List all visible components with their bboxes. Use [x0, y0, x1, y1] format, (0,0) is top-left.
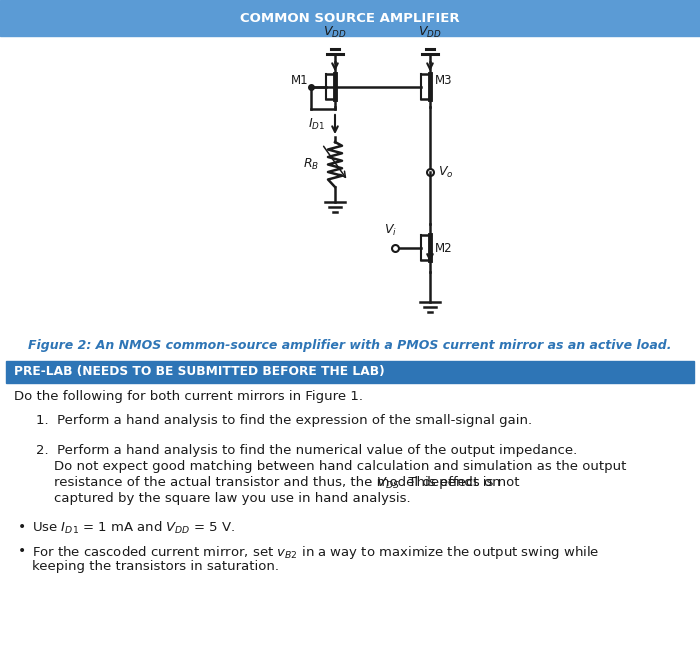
Text: resistance of the actual transistor and thus, the model depends on: resistance of the actual transistor and …	[54, 476, 505, 489]
Text: $V_{DD}$: $V_{DD}$	[418, 25, 442, 40]
Text: M1: M1	[290, 75, 308, 87]
Text: M2: M2	[435, 242, 453, 254]
Text: $R_B$: $R_B$	[303, 157, 319, 172]
Text: •: •	[18, 520, 27, 534]
Text: M3: M3	[435, 75, 452, 87]
Text: $V_{DS}$: $V_{DS}$	[376, 476, 400, 491]
Text: COMMON SOURCE AMPLIFIER: COMMON SOURCE AMPLIFIER	[240, 11, 460, 24]
Text: Do not expect good matching between hand calculation and simulation as the outpu: Do not expect good matching between hand…	[54, 460, 626, 473]
Text: Use $I_{D1}$ = 1 mA and $V_{DD}$ = 5 V.: Use $I_{D1}$ = 1 mA and $V_{DD}$ = 5 V.	[32, 520, 235, 536]
Text: 1.  Perform a hand analysis to find the expression of the small-signal gain.: 1. Perform a hand analysis to find the e…	[36, 414, 532, 427]
Bar	[0, 0, 700, 36]
Text: captured by the square law you use in hand analysis.: captured by the square law you use in ha…	[54, 492, 411, 505]
Text: •: •	[18, 544, 27, 558]
Text: Figure 2: An NMOS common-source amplifier with a PMOS current mirror as an activ: Figure 2: An NMOS common-source amplifie…	[28, 340, 672, 352]
Text: keeping the transistors in saturation.: keeping the transistors in saturation.	[32, 560, 279, 573]
Text: For the cascoded current mirror, set $v_{B2}$ in a way to maximize the output sw: For the cascoded current mirror, set $v_…	[32, 544, 599, 561]
Text: $V_o$: $V_o$	[438, 164, 454, 179]
Bar	[6, 361, 694, 383]
Text: 2.  Perform a hand analysis to find the numerical value of the output impedance.: 2. Perform a hand analysis to find the n…	[36, 444, 578, 457]
Text: PRE-LAB (NEEDS TO BE SUBMITTED BEFORE THE LAB): PRE-LAB (NEEDS TO BE SUBMITTED BEFORE TH…	[14, 365, 384, 379]
Text: . This effect is not: . This effect is not	[400, 476, 519, 489]
Text: Do the following for both current mirrors in Figure 1.: Do the following for both current mirror…	[14, 390, 363, 403]
Text: $I_{D1}$: $I_{D1}$	[308, 117, 325, 132]
Text: $V_{DD}$: $V_{DD}$	[323, 25, 346, 40]
Text: $V_i$: $V_i$	[384, 223, 396, 238]
